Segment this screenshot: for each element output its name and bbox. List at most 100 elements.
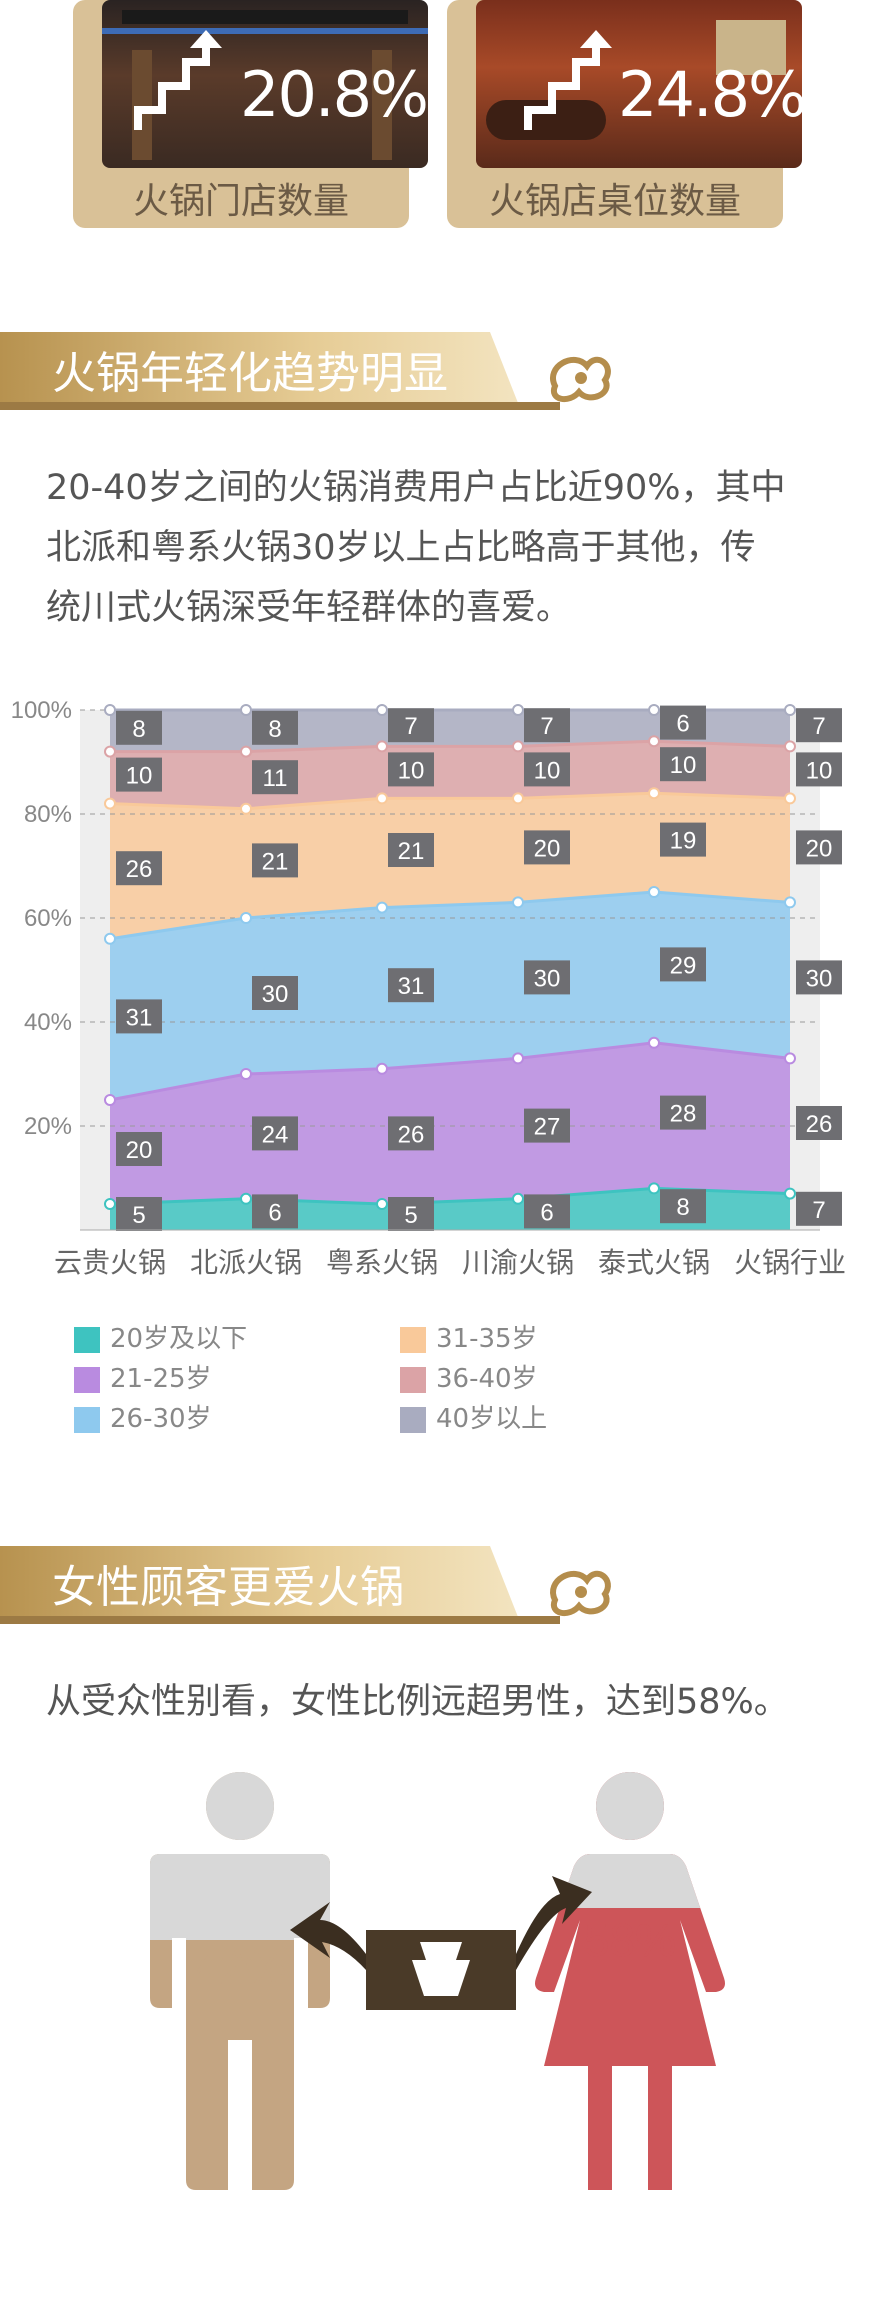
series-line — [109, 791, 791, 811]
data-point — [376, 792, 388, 805]
legend-item: 20岁及以下 — [74, 1318, 247, 1355]
data-point — [376, 740, 388, 753]
legend-label: 36-40岁 — [436, 1364, 538, 1394]
data-point — [648, 735, 660, 748]
data-point — [648, 1036, 660, 1049]
data-label-box — [660, 1095, 706, 1130]
y-tick-label: 40% — [24, 1009, 72, 1036]
growth-arrow-icon — [134, 30, 222, 130]
section-banner-youth: 火锅年轻化趋势明显 — [0, 332, 620, 416]
data-label-box — [116, 1132, 162, 1166]
data-label: 29 — [670, 952, 697, 979]
data-label-box — [796, 708, 842, 743]
data-label-box — [796, 752, 842, 787]
data-point — [104, 1198, 116, 1210]
section-banner-female: 女性顾客更爱火锅 — [0, 1546, 620, 1630]
male-figure-gray-part — [150, 1772, 330, 1940]
data-label-box — [524, 1108, 570, 1143]
growth-arrow-icon — [524, 30, 612, 130]
data-label-box — [796, 1106, 842, 1140]
data-point — [512, 792, 524, 805]
x-tick-label: 北派火锅 — [190, 1246, 302, 1279]
data-point — [784, 704, 796, 716]
data-label: 11 — [263, 765, 288, 792]
hotpot-arrows-icon — [290, 1876, 592, 2010]
data-label: 6 — [268, 1199, 281, 1226]
data-point — [376, 901, 388, 914]
female-paragraph: 从受众性别看，女性比例远超男性，达到58%。 — [46, 1682, 789, 1722]
legend-swatch — [400, 1366, 426, 1393]
tables-growth-value: 24.8% — [618, 58, 807, 131]
data-label: 26 — [126, 856, 153, 883]
data-label: 5 — [404, 1202, 417, 1229]
youth-paragraph: 20-40岁之间的火锅消费用户占比近90%，其中 北派和粤系火锅30岁以上占比略… — [46, 458, 846, 638]
data-label: 10 — [806, 757, 833, 784]
data-point — [784, 896, 796, 909]
data-point — [512, 1052, 524, 1065]
data-label: 10 — [398, 757, 425, 784]
data-label: 10 — [534, 757, 561, 784]
gender-figure-graphic: 42% 58% — [150, 1772, 725, 2190]
legend-item: 36-40岁 — [400, 1358, 538, 1395]
legend-item: 26-30岁 — [74, 1398, 212, 1435]
data-label: 30 — [806, 965, 833, 992]
data-label-box — [388, 833, 434, 867]
section-title-youth: 火锅年轻化趋势明显 — [52, 348, 448, 399]
data-label: 31 — [398, 973, 425, 1000]
youth-paragraph-line: 统川式火锅深受年轻群体的喜爱。 — [46, 588, 572, 628]
female-percentage: 58% — [584, 1914, 676, 1966]
legend-label: 20岁及以下 — [110, 1324, 248, 1354]
data-point — [240, 1192, 252, 1205]
data-point — [240, 912, 252, 924]
data-label: 6 — [540, 1199, 553, 1226]
x-tick-label: 川渝火锅 — [462, 1246, 574, 1279]
legend-swatch — [74, 1406, 100, 1433]
banner-ribbon — [0, 1546, 560, 1624]
section-title-female: 女性顾客更爱火锅 — [52, 1562, 404, 1613]
data-label-box — [524, 1194, 570, 1229]
data-point — [784, 1052, 796, 1065]
data-point — [784, 1187, 796, 1200]
data-label-box — [388, 1197, 434, 1231]
data-label: 10 — [126, 763, 153, 790]
female-figure-gray-part — [559, 1772, 701, 1908]
legend-swatch — [400, 1326, 426, 1353]
legend-item: 21-25岁 — [74, 1358, 212, 1395]
data-label-box — [796, 1191, 842, 1226]
cloud-ornament-icon — [550, 1570, 611, 1617]
legend-item: 40岁以上 — [400, 1398, 547, 1435]
data-label: 20 — [126, 1137, 153, 1164]
data-point — [240, 802, 252, 815]
data-label-box — [660, 1189, 706, 1224]
data-point — [512, 1192, 524, 1205]
data-label-box — [252, 760, 298, 795]
legend-swatch — [74, 1366, 100, 1393]
data-label: 20 — [534, 835, 561, 862]
data-point — [784, 792, 796, 805]
data-label-box — [252, 1194, 298, 1229]
series-line — [109, 1041, 791, 1102]
data-point — [104, 704, 116, 716]
data-point — [648, 886, 660, 898]
area-series — [110, 1042, 790, 1204]
x-tick-label: 云贵火锅 — [54, 1246, 166, 1279]
legend-label: 21-25岁 — [110, 1364, 212, 1394]
data-label-box — [116, 999, 162, 1034]
data-label-box — [524, 752, 570, 787]
data-label-box — [524, 830, 570, 865]
data-label-box — [252, 843, 298, 878]
legend-label: 40岁以上 — [436, 1404, 548, 1434]
data-point — [376, 1198, 388, 1210]
legend-swatch — [400, 1406, 426, 1433]
data-point — [240, 704, 252, 716]
data-label-box — [660, 947, 706, 982]
data-label-box — [388, 708, 434, 743]
data-label: 31 — [126, 1004, 153, 1031]
data-point — [104, 932, 116, 945]
data-point — [648, 704, 660, 716]
data-label-box — [116, 757, 162, 792]
y-tick-label: 80% — [24, 801, 72, 828]
store-photo — [102, 0, 428, 168]
data-label-box — [252, 976, 298, 1010]
data-label-box — [116, 1197, 162, 1231]
